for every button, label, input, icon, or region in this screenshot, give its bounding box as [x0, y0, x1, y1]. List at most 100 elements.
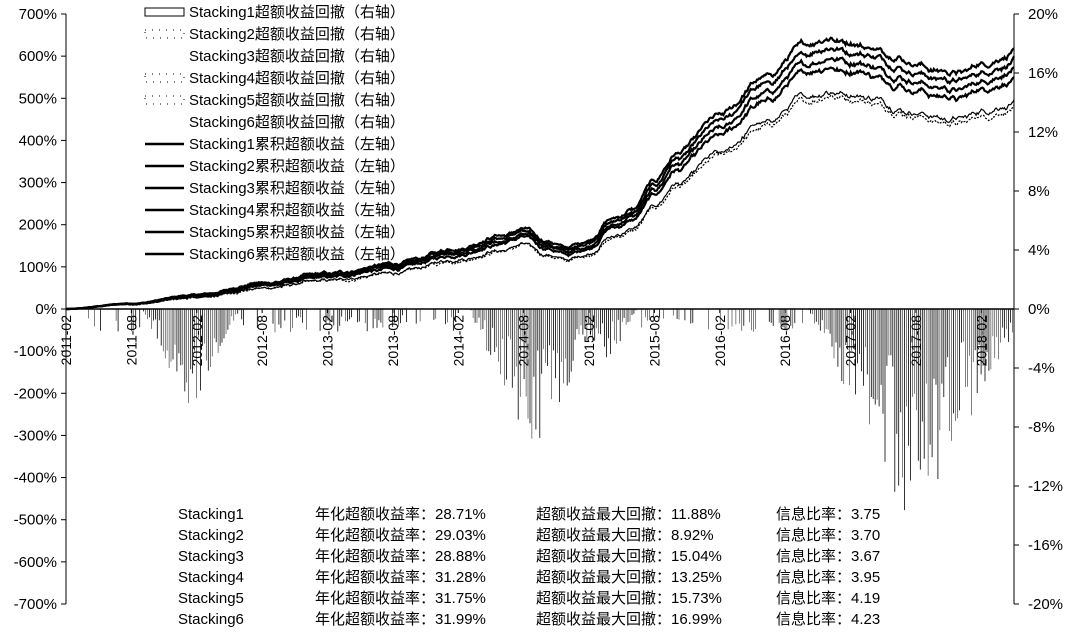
stats-row: Stacking6 年化超额收益率：31.99% 超额收益最大回撤：16.99% 信息…: [178, 611, 880, 628]
left-axis-ticks: 700% 600% 500% 400% 300% 200% 100% 0% -100% -200%…: [14, 6, 66, 613]
right-tick-label: 16%: [1028, 65, 1058, 82]
drawdown-bars: [88, 309, 1013, 511]
left-tick-label: 400%: [19, 132, 57, 149]
legend-item: Stacking1累积超额收益（左轴）: [145, 136, 405, 153]
left-tick-label: 700%: [19, 6, 57, 23]
right-tick-label: -4%: [1028, 360, 1055, 377]
legend-item: Stacking4超额收益回撤（右轴）: [144, 70, 405, 87]
left-tick-label: -400%: [14, 470, 57, 487]
x-tick-label: 2017-02: [843, 315, 859, 367]
right-tick-label: 4%: [1028, 242, 1050, 259]
right-axis-ticks: 20% 16% 12% 8% 4% 0% -4% -8% -12% -16% -20%: [1014, 6, 1063, 613]
legend-item: Stacking6超额收益回撤（右轴）: [189, 114, 405, 131]
stats-annualized: 年化超额收益率：28.71%: [315, 506, 486, 523]
left-tick-label: 600%: [19, 48, 57, 65]
x-tick-label: 2013-08: [385, 315, 401, 367]
legend-swatch-bar: [144, 7, 185, 17]
stats-max-drawdown: 超额收益最大回撤：15.73%: [536, 590, 722, 607]
legend-swatch-bar: [144, 29, 185, 39]
right-tick-label: 8%: [1028, 183, 1050, 200]
legend-swatch-bar: [144, 95, 185, 105]
stats-max-drawdown: 超额收益最大回撤：16.99%: [536, 611, 722, 628]
left-tick-label: -700%: [14, 596, 57, 613]
x-tick-label: 2011-02: [58, 315, 74, 366]
x-tick-label: 2017-08: [908, 315, 924, 367]
legend-item: Stacking4累积超额收益（左轴）: [145, 202, 405, 219]
legend-item: Stacking5累积超额收益（左轴）: [145, 224, 405, 241]
stats-info-ratio: 信息比率：3.70: [776, 527, 880, 544]
stats-info-ratio: 信息比率：4.23: [776, 611, 880, 628]
stats-row: Stacking1 年化超额收益率：28.71% 超额收益最大回撤：11.88% 信息…: [178, 506, 880, 523]
legend-label: Stacking4累积超额收益（左轴）: [189, 202, 405, 219]
right-tick-label: -20%: [1028, 596, 1063, 613]
legend-label: Stacking5超额收益回撤（右轴）: [189, 92, 405, 109]
stats-row: Stacking3 年化超额收益率：28.88% 超额收益最大回撤：15.04% 信息…: [178, 548, 880, 565]
legend-item: Stacking5超额收益回撤（右轴）: [144, 92, 405, 109]
x-tick-label: 2013-02: [320, 315, 336, 367]
legend-label: Stacking4超额收益回撤（右轴）: [189, 70, 405, 87]
legend-label: Stacking3累积超额收益（左轴）: [189, 180, 405, 197]
legend-item: Stacking3累积超额收益（左轴）: [145, 180, 405, 197]
right-tick-label: -8%: [1028, 419, 1055, 436]
stats-max-drawdown: 超额收益最大回撤：13.25%: [536, 569, 722, 586]
stats-name: Stacking6: [178, 611, 244, 628]
x-tick-label: 2011-08: [123, 315, 139, 366]
x-tick-label: 2014-02: [450, 315, 466, 367]
legend-label: Stacking2累积超额收益（左轴）: [189, 158, 405, 175]
legend-label: Stacking1超额收益回撤（右轴）: [189, 4, 405, 21]
legend: Stacking1超额收益回撤（右轴） Stacking2超额收益回撤（右轴） St…: [144, 4, 405, 263]
left-tick-label: -600%: [14, 554, 57, 571]
stats-row: Stacking5 年化超额收益率：31.75% 超额收益最大回撤：15.73% 信息…: [178, 590, 880, 607]
legend-label: Stacking6累积超额收益（左轴）: [189, 246, 405, 263]
stats-annualized: 年化超额收益率：31.99%: [315, 611, 486, 628]
stats-name: Stacking3: [178, 548, 244, 565]
cumulative-line-4: [66, 56, 1015, 311]
x-tick-label: 2012-08: [254, 315, 270, 367]
stats-info-ratio: 信息比率：4.19: [776, 590, 880, 607]
legend-item: Stacking6累积超额收益（左轴）: [145, 246, 405, 263]
right-tick-label: 20%: [1028, 6, 1058, 23]
x-tick-label: 2012-02: [189, 315, 205, 367]
stats-table: Stacking1 年化超额收益率：28.71% 超额收益最大回撤：11.88% 信息…: [178, 506, 880, 628]
stats-row: Stacking2 年化超额收益率：29.03% 超额收益最大回撤：8.92% 信息比…: [178, 527, 880, 544]
stats-name: Stacking2: [178, 527, 244, 544]
left-tick-label: 300%: [19, 175, 57, 192]
left-tick-label: 200%: [19, 217, 57, 234]
stats-info-ratio: 信息比率：3.95: [776, 569, 880, 586]
x-tick-label: 2016-02: [712, 315, 728, 367]
legend-item: Stacking3超额收益回撤（右轴）: [189, 48, 405, 65]
right-tick-label: -16%: [1028, 537, 1063, 554]
cumulative-line-6: [66, 94, 1015, 310]
legend-swatch-bar: [144, 73, 185, 83]
x-tick-label: 2016-08: [777, 315, 793, 367]
stats-row: Stacking4 年化超额收益率：31.28% 超额收益最大回撤：13.25% 信息…: [178, 569, 880, 586]
legend-label: Stacking1累积超额收益（左轴）: [189, 136, 405, 153]
legend-label: Stacking2超额收益回撤（右轴）: [189, 26, 405, 43]
x-axis-ticks: 2011-02 2011-08 2012-02 2012-08 2013-02 2013-…: [58, 309, 989, 366]
left-tick-label: -200%: [14, 385, 57, 402]
stats-max-drawdown: 超额收益最大回撤：11.88%: [536, 506, 721, 523]
stats-annualized: 年化超额收益率：31.75%: [315, 590, 486, 607]
left-tick-label: 0%: [35, 301, 57, 318]
stats-info-ratio: 信息比率：3.67: [776, 548, 880, 565]
stats-info-ratio: 信息比率：3.75: [776, 506, 880, 523]
x-tick-label: 2015-08: [646, 315, 662, 367]
x-tick-label: 2015-02: [581, 315, 597, 367]
left-tick-label: 500%: [19, 90, 57, 107]
cumulative-lines: [66, 36, 1015, 311]
left-tick-label: -500%: [14, 512, 57, 529]
right-tick-label: 0%: [1028, 301, 1050, 318]
left-tick-label: -300%: [14, 427, 57, 444]
left-tick-label: -100%: [14, 343, 57, 360]
legend-label: Stacking5累积超额收益（左轴）: [189, 224, 405, 241]
left-tick-label: 100%: [19, 259, 57, 276]
stats-annualized: 年化超额收益率：29.03%: [315, 527, 486, 544]
x-tick-label: 2014-08: [516, 315, 532, 367]
x-tick-label: 2018-02: [973, 315, 989, 367]
legend-item: Stacking2累积超额收益（左轴）: [145, 158, 405, 175]
right-tick-label: -12%: [1028, 478, 1063, 495]
legend-item: Stacking1超额收益回撤（右轴）: [144, 4, 405, 21]
stats-name: Stacking5: [178, 590, 244, 607]
stats-annualized: 年化超额收益率：31.28%: [315, 569, 486, 586]
